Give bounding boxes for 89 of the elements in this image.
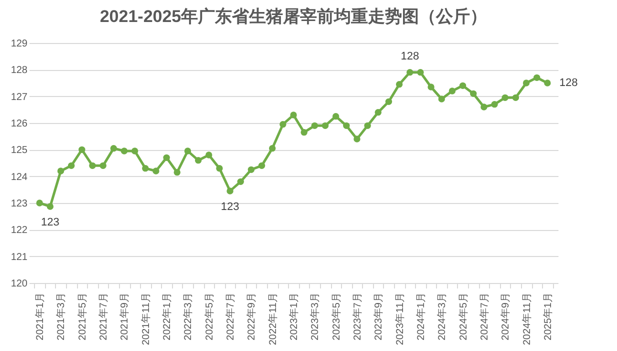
- point: [184, 148, 192, 154]
- point: [258, 162, 266, 170]
- point: [459, 82, 466, 90]
- point: [163, 154, 170, 162]
- point: [57, 168, 64, 174]
- point: [533, 74, 540, 82]
- x-tick-label: 2024年3月: [436, 292, 448, 340]
- data-label: 128: [559, 77, 578, 89]
- x-tick-label: 2023年11月: [394, 292, 406, 346]
- point: [311, 122, 318, 130]
- point: [131, 148, 138, 154]
- x-tick-label: 2024年11月: [520, 292, 533, 346]
- point: [396, 80, 403, 88]
- x-tick-label: 2022年3月: [182, 292, 194, 340]
- x-tick-label: 2023年1月: [288, 292, 300, 340]
- point: [491, 100, 498, 108]
- x-tick-label: 2021年5月: [76, 292, 88, 340]
- point: [142, 164, 149, 172]
- point: [406, 68, 414, 76]
- point: [502, 94, 508, 102]
- data-label: 123: [220, 201, 240, 213]
- y-tick-label: 121: [10, 252, 28, 263]
- point: [120, 148, 128, 154]
- point: [237, 178, 244, 186]
- point: [206, 152, 212, 158]
- point: [89, 162, 96, 170]
- point: [428, 84, 434, 90]
- y-tick-label: 129: [10, 38, 28, 50]
- point: [248, 166, 255, 174]
- point: [448, 88, 456, 94]
- x-tick-label: 2024年5月: [457, 292, 470, 340]
- point: [194, 156, 202, 164]
- point: [216, 164, 223, 172]
- point: [110, 144, 117, 152]
- x-tick-label: 2021年11月: [140, 292, 152, 346]
- point: [174, 168, 180, 176]
- point: [417, 68, 424, 76]
- x-tick-label: 2021年3月: [55, 292, 68, 340]
- point: [343, 122, 350, 130]
- data-label: 123: [40, 216, 60, 228]
- x-tick-label: 2022年11月: [266, 292, 279, 346]
- x-tick-label: 2021年1月: [34, 292, 46, 340]
- x-tick-label: 2024年1月: [414, 292, 427, 340]
- y-tick-label: 128: [10, 65, 28, 76]
- point: [522, 80, 530, 86]
- x-tick-label: 2023年7月: [351, 292, 364, 340]
- y-tick-label: 125: [10, 145, 28, 156]
- point: [480, 104, 488, 110]
- point: [68, 162, 75, 170]
- point: [300, 128, 308, 136]
- point: [152, 168, 160, 174]
- point: [512, 94, 520, 102]
- y-tick-label: 120: [10, 278, 28, 290]
- point: [438, 96, 445, 102]
- point: [280, 120, 286, 128]
- x-tick-label: 2023年5月: [330, 292, 342, 340]
- x-tick-label: 2025年1月: [542, 292, 554, 340]
- x-tick-label: 2023年3月: [309, 292, 322, 340]
- y-tick-label: 124: [10, 172, 28, 183]
- y-tick-label: 122: [10, 225, 28, 236]
- y-tick-label: 127: [10, 92, 28, 103]
- point: [226, 188, 234, 194]
- point: [268, 144, 276, 152]
- y-tick-label: 123: [10, 198, 28, 210]
- x-tick-label: 2021年9月: [118, 292, 131, 340]
- point: [290, 112, 297, 118]
- point: [354, 136, 360, 142]
- x-tick-label: 2024年9月: [500, 292, 512, 340]
- point: [385, 98, 392, 106]
- x-tick-label: 2022年9月: [246, 292, 258, 340]
- x-tick-label: 2022年1月: [161, 292, 174, 340]
- point: [78, 146, 86, 154]
- x-tick-label: 2021年7月: [98, 292, 110, 340]
- x-tick-label: 2022年7月: [224, 292, 237, 340]
- data-label: 128: [400, 50, 420, 62]
- point: [322, 122, 329, 130]
- x-tick-label: 2023年9月: [372, 292, 385, 340]
- x-tick-label: 2022年5月: [203, 292, 216, 340]
- point: [374, 108, 382, 116]
- chart-title: 2021-2025年广东省生猪屠宰前均重走势图（公斤）: [100, 7, 488, 26]
- point: [332, 112, 340, 120]
- point: [364, 122, 371, 130]
- point: [100, 162, 106, 170]
- point: [544, 80, 551, 86]
- point: [470, 90, 477, 98]
- y-tick-label: 126: [10, 118, 28, 130]
- x-tick-label: 2024年7月: [478, 292, 490, 340]
- point: [36, 200, 43, 206]
- point: [46, 203, 54, 210]
